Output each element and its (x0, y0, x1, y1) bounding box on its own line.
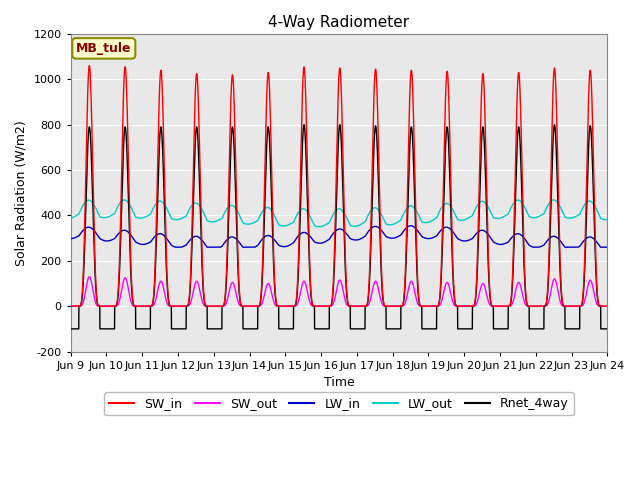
Rnet_4way (604, 326, 611, 332)
SW_out (86, 274, 93, 279)
SW_out (392, 303, 399, 309)
Rnet_4way (392, 326, 399, 332)
Rnet_4way (182, 326, 189, 332)
LW_in (407, 223, 415, 228)
SW_in (86, 63, 93, 69)
LW_out (553, 199, 561, 204)
LW_out (217, 216, 225, 222)
LW_in (172, 244, 179, 250)
SW_in (604, 303, 611, 309)
SW_out (552, 280, 560, 286)
LW_in (604, 244, 611, 250)
LW_out (604, 216, 611, 222)
Line: LW_in: LW_in (70, 226, 607, 247)
LW_in (217, 244, 225, 250)
Line: Rnet_4way: Rnet_4way (70, 125, 607, 329)
Rnet_4way (401, 289, 408, 295)
Line: SW_in: SW_in (70, 66, 607, 306)
LW_out (392, 220, 399, 226)
LW_in (401, 227, 408, 233)
SW_in (182, 303, 189, 309)
SW_out (182, 303, 189, 309)
Rnet_4way (603, 326, 611, 332)
LW_in (67, 236, 74, 241)
SW_in (603, 303, 611, 309)
LW_in (182, 242, 189, 248)
SW_in (401, 284, 408, 290)
LW_out (120, 197, 128, 203)
SW_out (604, 303, 611, 309)
Rnet_4way (217, 326, 225, 332)
LW_in (392, 235, 399, 240)
LW_in (604, 244, 611, 250)
Rnet_4way (67, 326, 74, 332)
LW_out (182, 214, 189, 219)
LW_out (67, 216, 74, 221)
SW_in (392, 303, 399, 309)
X-axis label: Time: Time (324, 376, 355, 389)
SW_out (67, 303, 74, 309)
SW_out (401, 301, 408, 307)
LW_out (316, 224, 323, 229)
Text: MB_tule: MB_tule (76, 42, 132, 55)
SW_in (67, 303, 74, 309)
Rnet_4way (300, 122, 308, 128)
LW_out (604, 216, 611, 222)
SW_out (603, 303, 611, 309)
Legend: SW_in, SW_out, LW_in, LW_out, Rnet_4way: SW_in, SW_out, LW_in, LW_out, Rnet_4way (104, 392, 574, 415)
Line: SW_out: SW_out (70, 276, 607, 306)
Title: 4-Way Radiometer: 4-Way Radiometer (268, 15, 410, 30)
LW_in (553, 234, 561, 240)
Rnet_4way (552, 151, 560, 156)
SW_in (217, 303, 225, 309)
Line: LW_out: LW_out (70, 200, 607, 227)
Y-axis label: Solar Radiation (W/m2): Solar Radiation (W/m2) (15, 120, 28, 265)
SW_in (552, 103, 560, 108)
SW_out (217, 303, 225, 309)
LW_out (401, 209, 408, 215)
